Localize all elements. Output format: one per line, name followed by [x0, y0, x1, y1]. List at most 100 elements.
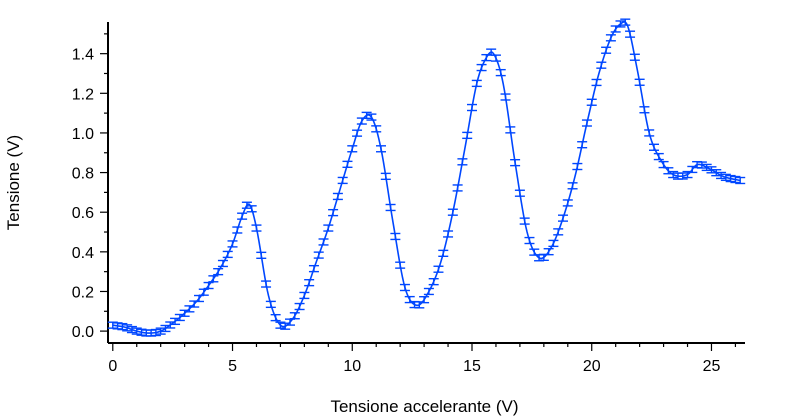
x-tick-label: 10: [343, 358, 361, 375]
data-point: [500, 93, 511, 101]
data-point: [385, 203, 396, 212]
y-tick-label: 0.2: [72, 284, 94, 301]
x-tick-label: 20: [583, 358, 601, 375]
data-point: [342, 160, 353, 169]
x-tick-label: 25: [703, 358, 721, 375]
data-point: [615, 20, 626, 28]
data-point: [658, 160, 669, 169]
data-point: [390, 232, 401, 241]
data-point: [313, 251, 324, 259]
data-point: [567, 182, 578, 190]
data-point: [366, 113, 377, 121]
data-point: [620, 18, 631, 26]
data-point: [208, 275, 219, 283]
y-tick-label: 0.0: [72, 324, 94, 341]
data-point: [285, 318, 295, 326]
data-point: [457, 158, 468, 166]
series-layer: [107, 18, 746, 337]
data-point: [634, 78, 645, 86]
series-line: [112, 21, 741, 334]
data-point: [558, 214, 568, 222]
data-point: [581, 119, 592, 127]
data-point: [577, 141, 588, 149]
data-point: [605, 34, 616, 42]
data-point: [198, 288, 209, 296]
y-tick-label: 1.4: [72, 47, 94, 64]
axes: 0 5 10 15 20 25 0.0 0.2 0.4 0.6 0.8 1.0 1.2 1.4: [72, 22, 745, 375]
data-point: [347, 145, 358, 153]
y-tick-label: 0.6: [72, 205, 94, 222]
data-point: [294, 302, 305, 311]
y-tick-label: 1.0: [72, 126, 94, 143]
data-point: [232, 226, 243, 234]
x-tick-label: 15: [463, 358, 481, 375]
data-point: [495, 68, 506, 77]
data-point: [246, 205, 257, 213]
y-tick-label: 0.4: [72, 245, 94, 262]
data-point: [639, 106, 650, 114]
data-point: [265, 300, 276, 309]
data-point: [308, 264, 319, 273]
data-point: [649, 143, 659, 151]
data-point: [380, 172, 391, 181]
data-point: [371, 125, 382, 133]
data-point: [433, 265, 444, 273]
data-point: [323, 224, 334, 232]
data-point: [361, 111, 372, 120]
error-bars: [107, 18, 746, 337]
data-point: [237, 212, 248, 220]
y-axis-label: Tensione (V): [4, 135, 23, 230]
data-point: [328, 208, 339, 217]
data-point: [399, 283, 410, 292]
data-point: [395, 261, 406, 269]
data-point: [572, 162, 583, 171]
data-point: [217, 259, 228, 268]
data-point: [591, 78, 602, 87]
data-point: [227, 240, 238, 248]
data-point: [716, 171, 727, 180]
data-point: [735, 176, 746, 185]
data-point: [452, 184, 463, 192]
x-axis-label: Tensione accelerante (V): [330, 397, 518, 416]
data-point: [553, 228, 564, 236]
data-point: [376, 145, 386, 153]
data-point: [467, 103, 477, 112]
data-point: [443, 230, 454, 238]
data-point: [203, 281, 214, 290]
data-point: [170, 317, 181, 326]
data-point: [332, 192, 343, 201]
data-point: [653, 152, 664, 161]
data-point: [505, 126, 516, 134]
data-point: [601, 46, 612, 54]
data-point: [174, 313, 185, 322]
data-point: [625, 30, 636, 38]
data-point: [289, 312, 300, 320]
data-point: [447, 208, 458, 216]
data-point: [476, 63, 487, 72]
data-point: [261, 280, 272, 288]
data-point: [251, 224, 262, 232]
data-point: [462, 131, 473, 140]
data-point: [438, 249, 449, 258]
data-point: [122, 324, 133, 332]
y-axis-ticks: 0.0 0.2 0.4 0.6 0.8 1.0 1.2 1.4: [72, 33, 108, 341]
data-point: [519, 217, 530, 225]
data-point: [280, 322, 291, 330]
y-tick-label: 0.8: [72, 166, 94, 183]
data-point: [299, 291, 310, 300]
x-axis-ticks: 0 5 10 15 20 25: [108, 343, 737, 375]
data-point: [337, 176, 348, 185]
data-point: [562, 199, 573, 207]
data-point: [514, 189, 525, 197]
data-point: [428, 278, 439, 286]
data-point: [663, 167, 674, 175]
data-point: [222, 250, 233, 259]
data-point: [423, 287, 434, 296]
data-point: [318, 238, 329, 246]
data-point: [510, 158, 521, 167]
data-point: [490, 54, 501, 62]
data-point: [543, 248, 554, 256]
x-tick-label: 5: [228, 358, 237, 375]
